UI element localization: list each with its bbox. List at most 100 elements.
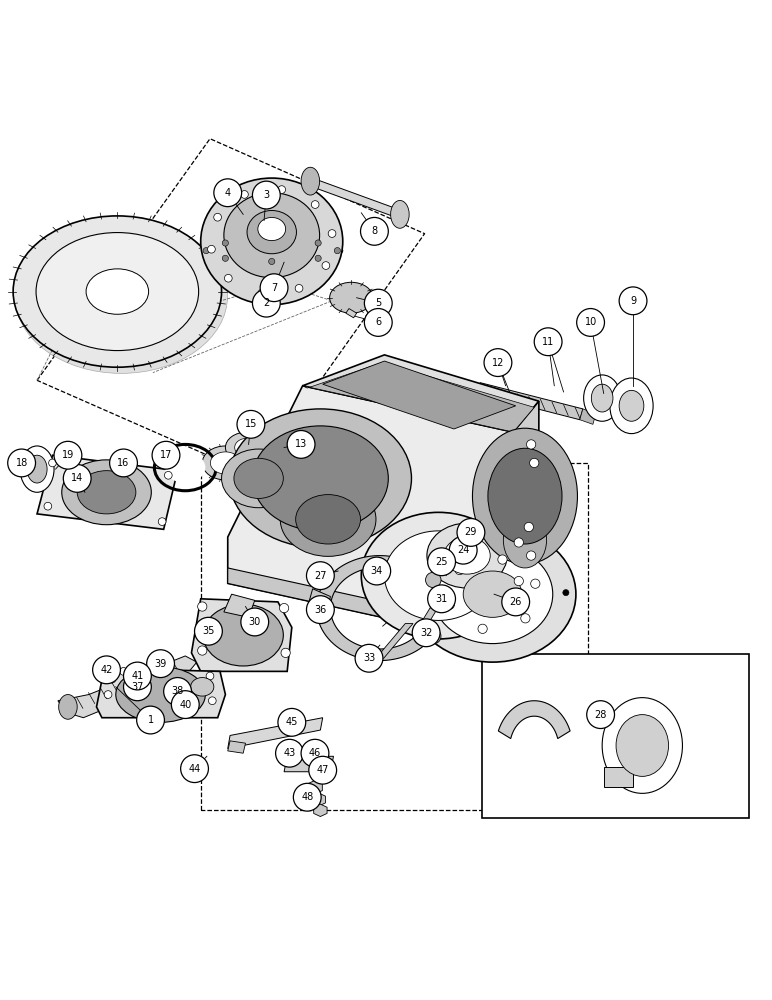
- Polygon shape: [376, 624, 413, 658]
- Circle shape: [306, 596, 334, 624]
- Circle shape: [252, 289, 280, 317]
- Ellipse shape: [610, 378, 653, 434]
- Circle shape: [44, 502, 52, 510]
- Circle shape: [281, 648, 290, 657]
- Ellipse shape: [27, 455, 47, 483]
- Ellipse shape: [210, 452, 240, 474]
- Circle shape: [241, 608, 269, 636]
- Text: 27: 27: [314, 571, 327, 581]
- Circle shape: [502, 588, 530, 616]
- Circle shape: [295, 284, 303, 292]
- Circle shape: [104, 691, 112, 698]
- Ellipse shape: [202, 446, 249, 480]
- Text: 47: 47: [317, 765, 329, 775]
- Circle shape: [364, 289, 392, 317]
- Text: 41: 41: [131, 671, 144, 681]
- Ellipse shape: [13, 216, 222, 367]
- Circle shape: [108, 675, 116, 683]
- Ellipse shape: [245, 426, 303, 469]
- Ellipse shape: [229, 409, 411, 548]
- Circle shape: [54, 441, 82, 469]
- Circle shape: [534, 328, 562, 356]
- Text: 5: 5: [375, 298, 381, 308]
- Polygon shape: [346, 309, 357, 318]
- Text: 28: 28: [594, 710, 607, 720]
- Circle shape: [514, 538, 523, 547]
- Circle shape: [293, 783, 321, 811]
- Circle shape: [521, 614, 530, 623]
- Circle shape: [334, 248, 340, 254]
- Circle shape: [457, 519, 485, 546]
- Circle shape: [137, 706, 164, 734]
- Text: 40: 40: [179, 700, 191, 710]
- Polygon shape: [513, 401, 539, 586]
- Circle shape: [63, 464, 91, 492]
- Ellipse shape: [296, 495, 361, 544]
- Polygon shape: [224, 594, 255, 617]
- Text: 32: 32: [420, 628, 432, 638]
- Ellipse shape: [20, 446, 54, 492]
- Text: 36: 36: [314, 605, 327, 615]
- Circle shape: [279, 603, 289, 613]
- Circle shape: [164, 678, 191, 705]
- Text: 19: 19: [62, 450, 74, 460]
- Circle shape: [198, 602, 207, 611]
- Text: 37: 37: [131, 682, 144, 692]
- Ellipse shape: [224, 193, 320, 278]
- Circle shape: [147, 650, 174, 678]
- Circle shape: [241, 191, 249, 198]
- Text: 42: 42: [100, 665, 113, 675]
- FancyBboxPatch shape: [482, 654, 749, 818]
- Circle shape: [222, 240, 229, 246]
- Text: 33: 33: [363, 653, 375, 663]
- Ellipse shape: [15, 219, 228, 373]
- Text: 46: 46: [309, 748, 321, 758]
- Text: 3: 3: [263, 190, 269, 200]
- Text: 29: 29: [465, 527, 477, 537]
- Ellipse shape: [432, 545, 553, 644]
- Text: 48: 48: [301, 792, 313, 802]
- Ellipse shape: [116, 667, 205, 722]
- Circle shape: [587, 701, 615, 729]
- Polygon shape: [37, 455, 178, 529]
- Circle shape: [514, 576, 523, 586]
- Circle shape: [455, 565, 464, 575]
- Circle shape: [328, 230, 336, 237]
- Circle shape: [208, 697, 216, 705]
- Ellipse shape: [36, 233, 198, 351]
- Text: 15: 15: [245, 419, 257, 429]
- Ellipse shape: [234, 458, 283, 498]
- Circle shape: [412, 619, 440, 647]
- Text: 38: 38: [171, 686, 184, 696]
- Circle shape: [206, 672, 214, 680]
- Circle shape: [198, 646, 207, 655]
- Text: 43: 43: [283, 748, 296, 758]
- Ellipse shape: [280, 482, 376, 556]
- Ellipse shape: [191, 678, 214, 696]
- Circle shape: [498, 555, 507, 564]
- Text: 34: 34: [371, 566, 383, 576]
- Polygon shape: [303, 355, 539, 432]
- Text: 17: 17: [160, 450, 172, 460]
- Circle shape: [577, 309, 604, 336]
- Polygon shape: [228, 386, 513, 630]
- Circle shape: [355, 644, 383, 672]
- Text: 25: 25: [435, 557, 448, 567]
- Circle shape: [164, 471, 172, 479]
- Circle shape: [152, 441, 180, 469]
- Ellipse shape: [247, 211, 296, 254]
- Text: 2: 2: [263, 298, 269, 308]
- Polygon shape: [307, 589, 330, 616]
- Circle shape: [563, 590, 569, 596]
- Text: 7: 7: [271, 283, 277, 293]
- Ellipse shape: [235, 438, 259, 457]
- Text: 30: 30: [249, 617, 261, 627]
- Circle shape: [449, 536, 477, 564]
- Circle shape: [287, 431, 315, 458]
- Polygon shape: [417, 600, 442, 630]
- Circle shape: [527, 551, 536, 560]
- Circle shape: [425, 628, 441, 644]
- Circle shape: [124, 673, 151, 701]
- Ellipse shape: [427, 523, 507, 588]
- Polygon shape: [284, 756, 334, 772]
